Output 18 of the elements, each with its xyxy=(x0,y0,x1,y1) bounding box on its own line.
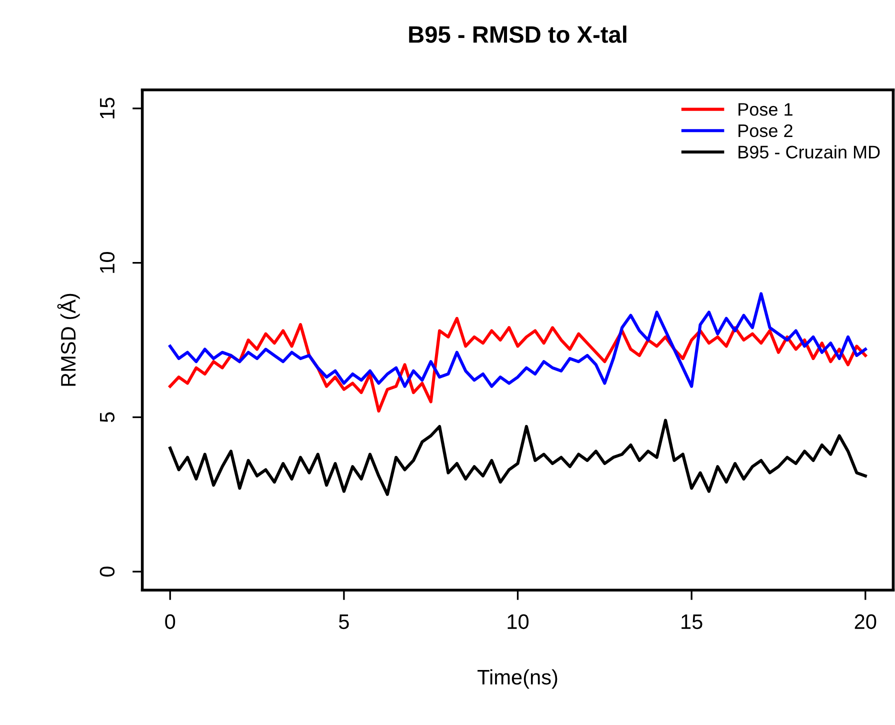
line-series xyxy=(168,316,867,413)
chart-title: B95 - RMSD to X-tal xyxy=(409,26,626,43)
y-axis-title: RMSD (Å) xyxy=(57,294,80,386)
y-tick-label: 15 xyxy=(100,98,115,118)
x-tick-label: 0 xyxy=(165,614,176,630)
x-tick-label: 20 xyxy=(854,614,876,630)
legend-label: Pose 1 xyxy=(738,103,792,116)
y-tick-label: 10 xyxy=(100,252,115,273)
x-tick-label: 10 xyxy=(508,614,529,630)
line-series xyxy=(168,418,867,496)
legend-label: B95 - Cruzain MD xyxy=(738,145,880,158)
y-tick-label: 5 xyxy=(100,412,115,422)
y-tick-label: 0 xyxy=(100,566,115,577)
legend-label: Pose 2 xyxy=(738,124,792,138)
x-tick-label: 5 xyxy=(338,614,349,630)
x-tick-label: 15 xyxy=(682,614,702,630)
line-series xyxy=(168,292,867,388)
x-axis-title: Time(ns) xyxy=(478,669,558,689)
